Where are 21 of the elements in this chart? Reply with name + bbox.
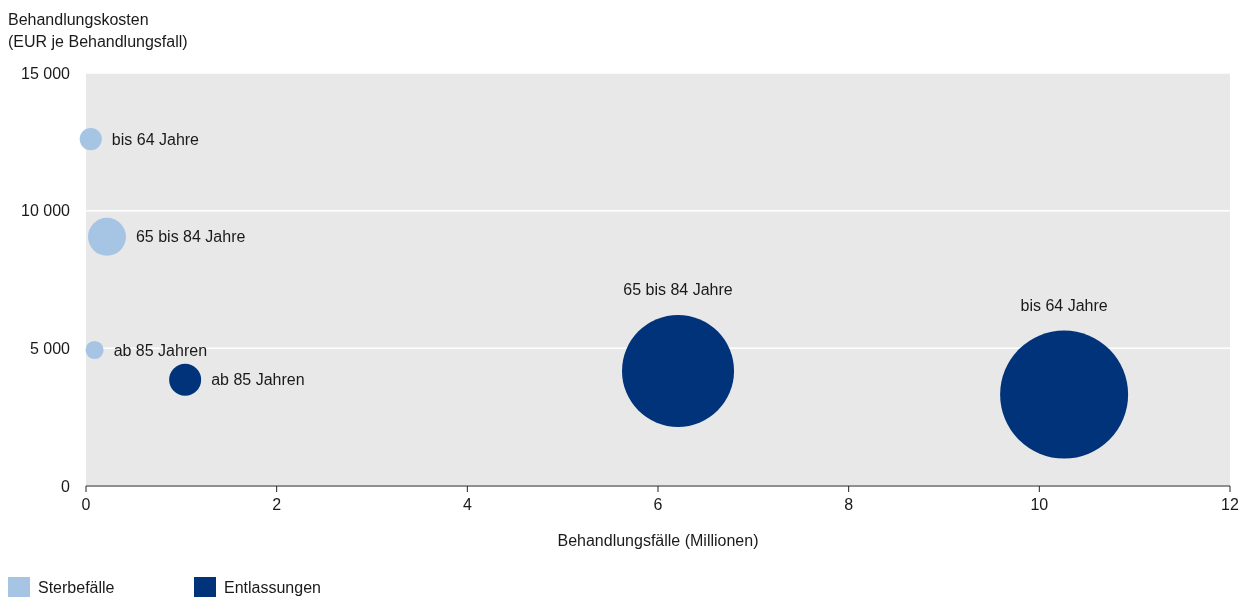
y-axis-title: Behandlungskosten (EUR je Behandlungsfall) (8, 11, 188, 50)
x-tick-label: 2 (272, 496, 282, 513)
legend-label: Sterbefälle (38, 578, 115, 596)
y-tick-label: 5 000 (29, 339, 71, 357)
x-tick-label: 0 (81, 496, 91, 513)
y-tick-label: 10 000 (21, 202, 71, 220)
annotation: ab 85 Jahren (211, 371, 305, 389)
x-tick-label: 8 (844, 496, 854, 513)
y-tick-label: 15 000 (21, 64, 71, 82)
x-tick-label: 12 (1221, 496, 1239, 513)
y-tick-label: 0 (61, 477, 71, 495)
annotation: ab 85 Jahren (113, 341, 208, 359)
annotation: bis 64 Jahre (111, 130, 200, 148)
x-tick-label: 6 (653, 496, 663, 513)
annotation: 65 bis 84 Jahre (135, 228, 246, 246)
annotation: bis 64 Jahre (1020, 297, 1108, 315)
x-tick-label: 10 (1030, 496, 1049, 513)
legend-label: Entlassungen (224, 578, 321, 596)
annotation: 65 bis 84 Jahre (623, 281, 733, 299)
x-axis-title: Behandlungsfälle (Millionen) (557, 532, 759, 549)
x-tick-label: 4 (462, 496, 472, 513)
